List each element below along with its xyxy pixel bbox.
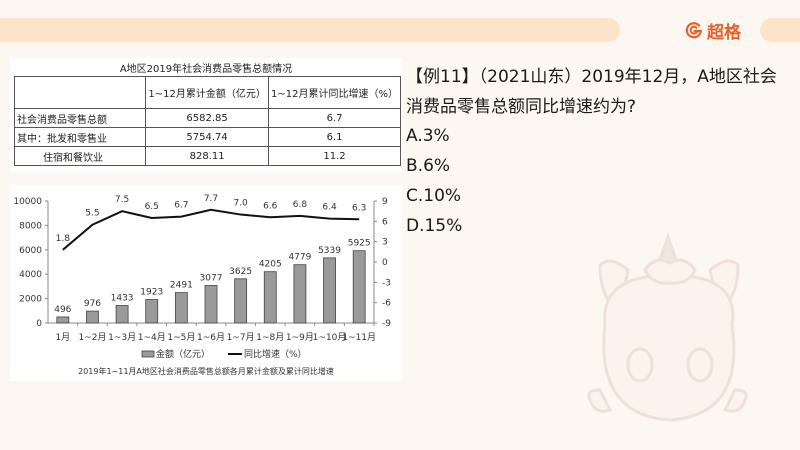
x-tick-label: 1~4月 <box>138 332 166 343</box>
bar <box>323 257 336 324</box>
right-tick-label: 3 <box>382 238 388 248</box>
row-label: 住宿和餐饮业 <box>13 146 147 166</box>
line-value-label: 6.4 <box>322 203 337 213</box>
left-tick-label: 10000 <box>13 197 42 207</box>
header-band-right <box>760 18 800 42</box>
row-label: 其中：批发和零售业 <box>13 127 147 147</box>
legend-line-label: 同比增速（%） <box>244 348 307 360</box>
bar-value-label: 4779 <box>288 253 311 263</box>
bar <box>174 292 188 324</box>
line-value-label: 1.8 <box>56 234 71 244</box>
x-tick-label: 1~3月 <box>108 332 136 343</box>
right-tick-label: -9 <box>382 319 391 329</box>
x-tick-label: 1月 <box>55 332 70 343</box>
brand-logo: 超格 <box>685 20 741 43</box>
table-title: A地区2019年社会消费品零售总额情况 <box>119 64 293 75</box>
line-value-label: 6.8 <box>293 200 308 210</box>
bar <box>56 316 70 324</box>
bar <box>234 278 248 324</box>
right-tick-label: 9 <box>382 197 388 207</box>
data-table: 1~12月累计金额（亿元） 1~12月累计同比增速（%） 社会消费品零售总额 6… <box>13 76 401 166</box>
bar <box>86 310 99 324</box>
x-tick-label: 1~9月 <box>286 332 314 343</box>
line-value-label: 6.6 <box>263 201 278 211</box>
line-value-label: 7.7 <box>204 194 218 204</box>
legend-bar-swatch <box>141 350 155 358</box>
bar-value-label: 976 <box>84 299 101 309</box>
table-row: 住宿和餐饮业 828.11 11.2 <box>13 146 401 166</box>
line-value-label: 6.3 <box>352 203 366 213</box>
left-tick-label: 2000 <box>19 295 42 305</box>
bar-value-label: 2491 <box>170 281 193 291</box>
left-tick-label: 6000 <box>19 246 42 256</box>
row-growth: 6.7 <box>268 108 401 128</box>
table-header-cell: 1~12月累计金额（亿元） <box>145 76 270 109</box>
question-text: 【例11】（2021山东）2019年12月，A地区社会 消费品零售总额同比增速约… <box>406 62 796 122</box>
row-growth: 6.1 <box>268 127 401 147</box>
growth-line <box>62 208 360 251</box>
bar <box>293 264 307 324</box>
data-table-card: A地区2019年社会消费品零售总额情况 1~12月累计金额（亿元） 1~12月累… <box>10 58 402 172</box>
chart-caption: 2019年1~11月A地区社会消费品零售总额各月累计金额及累计同比增速 <box>78 366 334 376</box>
bar-value-label: 496 <box>54 305 71 315</box>
left-tick-label: 0 <box>36 319 42 329</box>
header-band-left <box>0 18 620 42</box>
bar-value-label: 5925 <box>348 239 371 249</box>
row-amount: 5754.74 <box>145 127 270 147</box>
line-value-label: 6.7 <box>174 201 188 211</box>
row-growth: 11.2 <box>268 146 401 166</box>
bar <box>263 271 277 324</box>
table-row: 社会消费品零售总额 6582.85 6.7 <box>13 108 401 128</box>
right-tick-label: 0 <box>382 258 388 268</box>
option-a[interactable]: A.3% <box>406 126 450 146</box>
x-tick-label: 1~5月 <box>167 332 195 343</box>
right-tick-label: 6 <box>382 217 388 227</box>
x-tick-label: 1~6月 <box>197 332 225 343</box>
table-header-cell <box>13 76 147 109</box>
bar <box>352 250 366 324</box>
question-line-2: 消费品零售总额同比增速约为? <box>406 97 637 117</box>
bar-value-label: 5339 <box>318 246 341 256</box>
x-tick-label: 1~11月 <box>342 332 376 343</box>
bar-value-label: 1923 <box>140 288 163 298</box>
table-row: 其中：批发和零售业 5754.74 6.1 <box>13 127 401 147</box>
left-tick-label: 4000 <box>19 270 42 280</box>
line-value-label: 7.5 <box>115 195 129 205</box>
brand-name: 超格 <box>707 22 741 43</box>
right-tick-label: -3 <box>382 278 391 288</box>
legend-bar-label: 金额（亿元） <box>156 348 210 360</box>
x-tick-label: 1~8月 <box>256 332 284 343</box>
bar <box>115 305 129 324</box>
table-header-row: 1~12月累计金额（亿元） 1~12月累计同比增速（%） <box>13 76 401 109</box>
row-label: 社会消费品零售总额 <box>13 108 147 128</box>
combo-chart-card: 10000 8000 6000 4000 2000 0 9 6 3 0 -3 -6 -9 496 1月 976… <box>10 185 402 381</box>
bar <box>204 285 218 324</box>
option-d[interactable]: D.15% <box>406 216 463 236</box>
row-amount: 828.11 <box>145 146 270 166</box>
row-amount: 6582.85 <box>145 108 270 128</box>
option-b[interactable]: B.6% <box>406 156 451 176</box>
left-tick-label: 8000 <box>19 221 42 231</box>
line-value-label: 5.5 <box>85 209 99 219</box>
bar-value-label: 4205 <box>259 260 282 270</box>
combo-chart: 10000 8000 6000 4000 2000 0 9 6 3 0 -3 -6 -9 496 1月 976… <box>13 194 391 376</box>
x-tick-label: 1~7月 <box>227 332 255 343</box>
brand-g-icon <box>685 22 703 39</box>
table-header-cell: 1~12月累计同比增速（%） <box>268 76 401 109</box>
bar-value-label: 1433 <box>111 294 134 304</box>
right-tick-label: -6 <box>382 299 391 309</box>
x-tick-label: 1~2月 <box>78 332 106 343</box>
line-value-label: 7.0 <box>233 199 248 209</box>
bar <box>145 299 159 324</box>
question-line-1: 【例11】（2021山东）2019年12月，A地区社会 <box>406 67 777 87</box>
line-value-label: 6.5 <box>145 202 159 212</box>
bar-value-label: 3625 <box>229 267 252 277</box>
unicorn-mascot-watermark <box>587 232 748 422</box>
x-tick-label: 1~10月 <box>313 332 347 343</box>
option-c[interactable]: C.10% <box>406 186 462 206</box>
bar-value-label: 3077 <box>200 273 223 283</box>
